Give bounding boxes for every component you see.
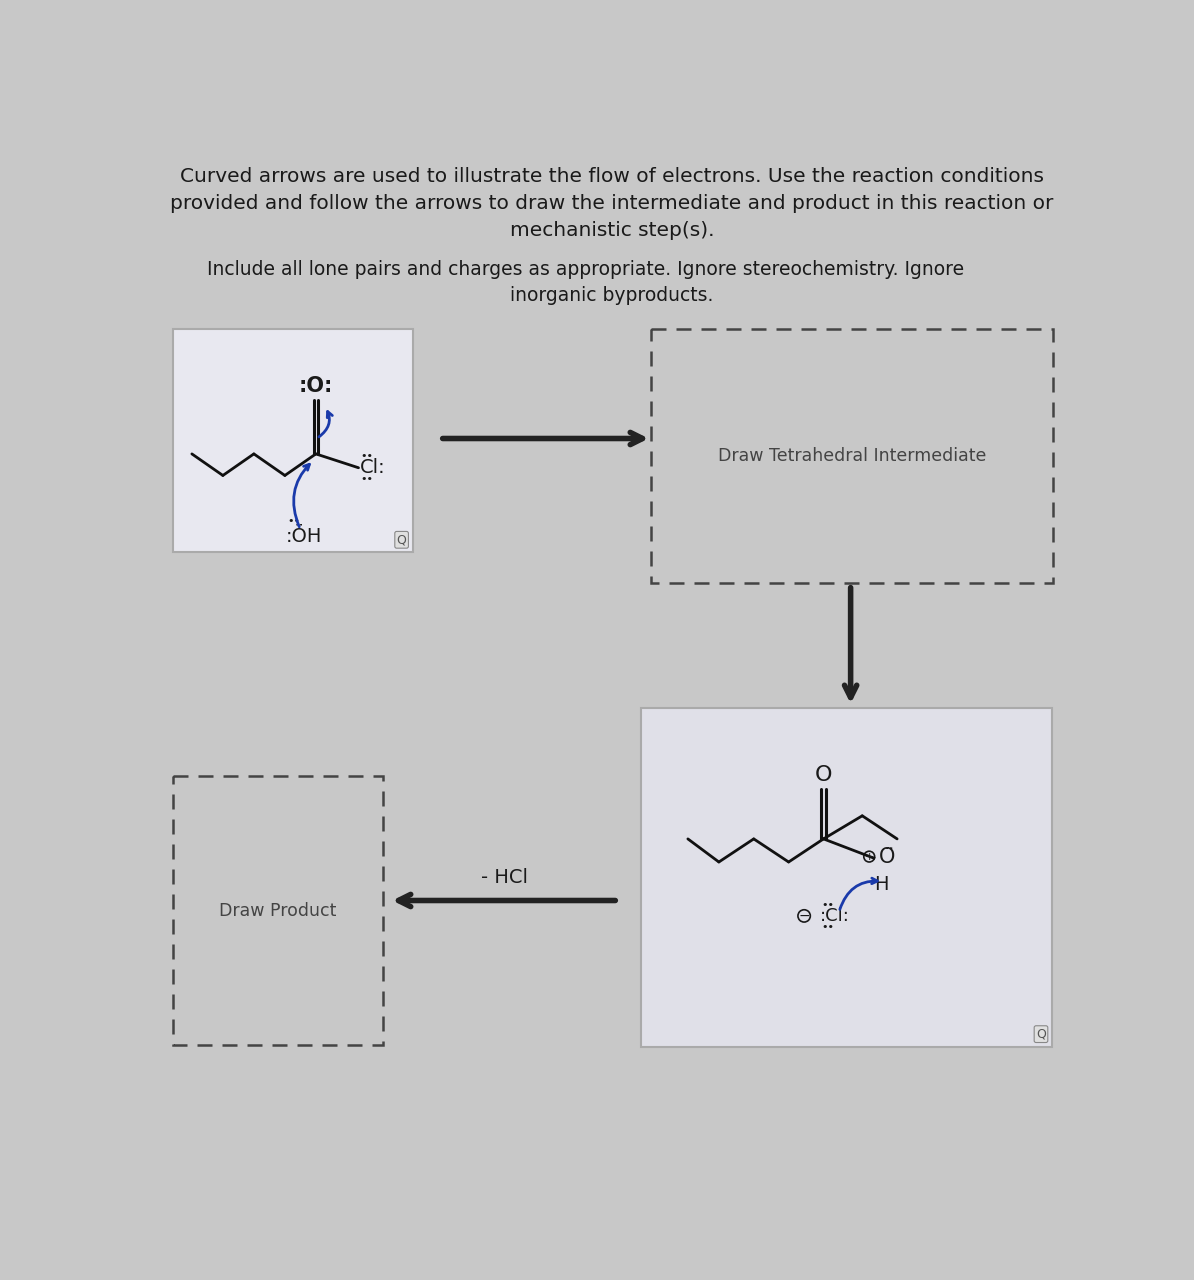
Text: Q: Q xyxy=(1036,1028,1046,1041)
Text: :O:: :O: xyxy=(298,376,333,396)
Text: +: + xyxy=(864,851,874,861)
Text: Draw Tetrahedral Intermediate: Draw Tetrahedral Intermediate xyxy=(718,447,986,465)
Text: H: H xyxy=(874,876,888,895)
Text: mechanistic step(s).: mechanistic step(s). xyxy=(510,221,714,241)
Text: provided and follow the arrows to draw the intermediate and product in this reac: provided and follow the arrows to draw t… xyxy=(171,193,1053,212)
Bar xyxy=(172,329,413,553)
Text: Include all lone pairs and charges as appropriate. Ignore stereochemistry. Ignor: Include all lone pairs and charges as ap… xyxy=(208,260,965,279)
Bar xyxy=(641,708,1052,1047)
Text: Q: Q xyxy=(396,534,406,547)
Text: ••: •• xyxy=(821,900,835,910)
Text: ••: •• xyxy=(287,516,300,526)
Text: Draw Product: Draw Product xyxy=(220,901,337,919)
Text: :Cl:: :Cl: xyxy=(819,908,849,925)
Bar xyxy=(172,776,383,1046)
Text: - HCl: - HCl xyxy=(481,868,528,887)
Text: Cl:: Cl: xyxy=(361,458,386,477)
Bar xyxy=(652,329,1053,584)
Text: inorganic byproducts.: inorganic byproducts. xyxy=(510,285,714,305)
Text: Ö: Ö xyxy=(879,846,894,867)
Text: O: O xyxy=(814,765,832,785)
Text: ••: •• xyxy=(361,452,373,461)
Text: Curved arrows are used to illustrate the flow of electrons. Use the reaction con: Curved arrows are used to illustrate the… xyxy=(180,168,1044,187)
Text: −: − xyxy=(799,909,810,923)
Text: ••: •• xyxy=(821,922,835,932)
Text: ••: •• xyxy=(361,475,373,484)
Text: :ÖH: :ÖH xyxy=(287,527,322,547)
